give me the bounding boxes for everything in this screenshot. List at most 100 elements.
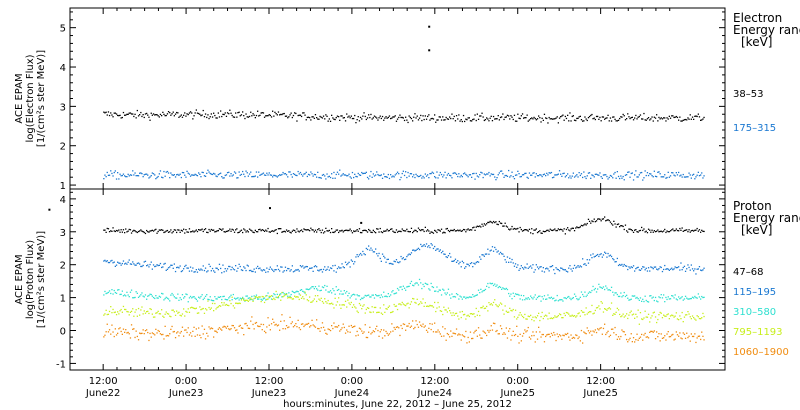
data-point [290,232,292,234]
data-point [698,335,701,337]
data-point [108,114,111,117]
data-point [616,223,618,226]
data-point [144,232,147,235]
data-point [542,298,544,300]
data-point [511,298,513,300]
data-point [409,231,411,233]
data-point [540,316,542,318]
data-point [440,310,443,312]
data-point [436,119,438,121]
data-point [483,173,485,175]
data-point [183,335,185,337]
data-point [354,230,356,233]
data-point [421,119,423,122]
data-point [392,230,394,232]
data-point [368,294,370,296]
data-point [279,329,281,331]
data-point [167,231,170,233]
data-point [346,290,348,293]
data-point [354,173,356,175]
data-point [173,174,175,176]
data-point [538,268,540,270]
data-point [680,318,682,320]
data-point [186,113,188,115]
data-point [106,227,108,230]
data-point [479,292,481,294]
data-point [342,173,344,175]
data-point [224,304,226,306]
data-point [167,172,170,174]
data-point [394,261,396,263]
data-point [490,283,492,285]
data-point [514,228,517,230]
data-point [285,325,288,327]
data-point [584,176,586,178]
data-point [129,112,132,114]
data-point [672,228,674,230]
data-point [183,268,185,270]
data-point [105,231,107,233]
data-point [151,172,153,174]
data-point [422,245,424,247]
data-point [428,288,430,290]
data-point [430,328,432,331]
data-point [586,119,588,122]
data-point [636,316,638,318]
data-point [580,266,583,268]
data-point [444,232,446,234]
data-point [423,244,425,246]
data-point [357,172,359,175]
data-point [613,294,615,296]
data-point [609,117,612,119]
data-point [392,116,394,118]
data-point [526,318,528,320]
data-point [261,295,263,298]
data-point [561,317,563,319]
data-point [549,228,551,230]
data-point [340,328,342,331]
data-point [491,246,494,248]
data-point [263,174,266,176]
data-point [213,310,215,312]
data-point [236,329,238,331]
data-point [185,264,187,266]
data-point [482,116,484,118]
data-point [314,229,317,231]
data-point [136,335,138,338]
data-point [459,229,461,231]
data-point [583,263,585,266]
data-point [563,172,565,174]
data-point [395,229,398,231]
data-point [128,333,130,335]
data-point [119,262,121,264]
data-point [187,301,189,303]
data-point [392,310,394,313]
data-point [161,266,163,269]
data-point [202,333,204,335]
data-point [674,338,676,340]
data-point [393,260,395,262]
data-point [177,312,179,314]
data-point [196,175,199,177]
data-point [198,327,200,329]
data-point [225,327,228,329]
data-point [524,172,526,175]
data-point [130,310,133,312]
data-point [412,297,414,300]
data-point [230,269,232,271]
data-point [251,295,253,298]
series-115–195 [103,243,705,275]
data-point [576,315,578,317]
data-point [210,327,212,329]
data-point [239,302,241,305]
data-point [508,311,510,313]
data-point [588,172,591,174]
data-point [688,313,690,315]
data-point [598,218,600,220]
outlier-point [428,25,431,28]
data-point [539,174,541,176]
data-point [469,229,472,231]
data-point [369,296,371,298]
data-point [523,316,525,319]
data-point [595,291,598,293]
